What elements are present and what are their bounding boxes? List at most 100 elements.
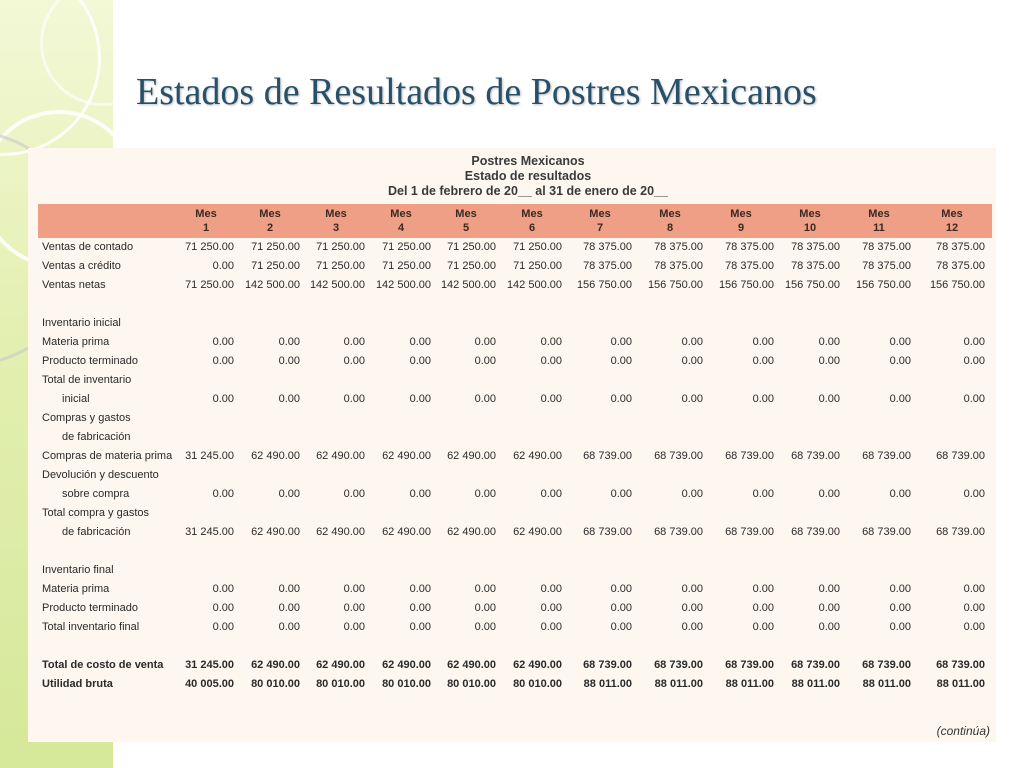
column-header-mes-3: Mes 3 bbox=[306, 207, 366, 235]
cell-value: 71 250.00 bbox=[251, 241, 300, 253]
table-row bbox=[28, 542, 996, 561]
cell-value: 31 245.00 bbox=[185, 526, 234, 538]
cell-value: 0.00 bbox=[681, 583, 703, 595]
cell-value: 68 739.00 bbox=[654, 526, 703, 538]
row-label: Devolución y descuento bbox=[42, 469, 159, 481]
cell-value: 78 375.00 bbox=[583, 260, 632, 272]
income-statement-document: Postres Mexicanos Estado de resultados D… bbox=[28, 148, 996, 742]
cell-value: 0.00 bbox=[474, 602, 496, 614]
cell-value: 62 490.00 bbox=[382, 450, 431, 462]
cell-value: 68 739.00 bbox=[654, 450, 703, 462]
column-header-mes-9: Mes 9 bbox=[711, 207, 771, 235]
cell-value: 156 750.00 bbox=[718, 279, 774, 291]
cell-value: 0.00 bbox=[963, 488, 985, 500]
cell-value: 0.00 bbox=[212, 355, 234, 367]
table-row: Total de costo de venta 31 245.00 62 490.0… bbox=[28, 656, 996, 675]
cell-value: 62 490.00 bbox=[513, 659, 562, 671]
cell-value: 71 250.00 bbox=[185, 279, 234, 291]
cell-value: 0.00 bbox=[409, 488, 431, 500]
cell-value: 68 739.00 bbox=[725, 526, 774, 538]
cell-value: 0.00 bbox=[752, 488, 774, 500]
cell-value: 0.00 bbox=[474, 621, 496, 633]
cell-value: 142 500.00 bbox=[440, 279, 496, 291]
cell-value: 68 739.00 bbox=[862, 526, 911, 538]
cell-value: 78 375.00 bbox=[583, 241, 632, 253]
row-label: Compras y gastos bbox=[42, 412, 131, 424]
table-row: Inventario final bbox=[28, 561, 996, 580]
column-header-top: Mes bbox=[941, 208, 963, 220]
continued-note: (continúa) bbox=[936, 724, 990, 738]
cell-value: 80 010.00 bbox=[447, 678, 496, 690]
row-label: Utilidad bruta bbox=[42, 678, 113, 690]
statement-period: Del 1 de febrero de 20__ al 31 de enero … bbox=[387, 184, 668, 198]
cell-value: 88 011.00 bbox=[725, 678, 774, 690]
cell-value: 0.00 bbox=[343, 488, 365, 500]
cell-value: 0.00 bbox=[752, 355, 774, 367]
cell-value: 71 250.00 bbox=[316, 241, 365, 253]
column-header-number: 8 bbox=[666, 222, 674, 234]
cell-value: 0.00 bbox=[540, 488, 562, 500]
table-row: Inventario inicial bbox=[28, 314, 996, 333]
cell-value: 0.00 bbox=[212, 336, 234, 348]
cell-value: 78 375.00 bbox=[725, 260, 774, 272]
cell-value: 62 490.00 bbox=[251, 659, 300, 671]
cell-value: 78 375.00 bbox=[725, 241, 774, 253]
cell-value: 0.00 bbox=[681, 393, 703, 405]
cell-value: 0.00 bbox=[212, 260, 234, 272]
column-header-number: 12 bbox=[945, 222, 959, 234]
cell-value: 0.00 bbox=[889, 583, 911, 595]
row-label: Ventas a crédito bbox=[42, 260, 121, 272]
table-header-band bbox=[38, 204, 992, 238]
cell-value: 0.00 bbox=[752, 583, 774, 595]
cell-value: 0.00 bbox=[889, 602, 911, 614]
column-header-top: Mes bbox=[325, 208, 347, 220]
cell-value: 68 739.00 bbox=[791, 526, 840, 538]
cell-value: 0.00 bbox=[278, 336, 300, 348]
cell-value: 0.00 bbox=[474, 336, 496, 348]
cell-value: 80 010.00 bbox=[251, 678, 300, 690]
cell-value: 62 490.00 bbox=[447, 526, 496, 538]
cell-value: 68 739.00 bbox=[725, 450, 774, 462]
row-label: Total de costo de venta bbox=[42, 659, 164, 671]
table-row bbox=[28, 637, 996, 656]
cell-value: 0.00 bbox=[681, 488, 703, 500]
cell-value: 0.00 bbox=[212, 602, 234, 614]
cell-value: 78 375.00 bbox=[791, 241, 840, 253]
cell-value: 0.00 bbox=[963, 336, 985, 348]
cell-value: 0.00 bbox=[212, 393, 234, 405]
row-label: Materia prima bbox=[42, 336, 110, 348]
table-row: Utilidad bruta 40 005.00 80 010.00 80 010.0… bbox=[28, 675, 996, 694]
cell-value: 62 490.00 bbox=[316, 526, 365, 538]
cell-value: 68 739.00 bbox=[583, 659, 632, 671]
column-header-mes-8: Mes 8 bbox=[640, 207, 700, 235]
cell-value: 71 250.00 bbox=[316, 260, 365, 272]
row-label: Compras de materia prima bbox=[42, 450, 173, 462]
cell-value: 62 490.00 bbox=[316, 450, 365, 462]
cell-value: 71 250.00 bbox=[382, 241, 431, 253]
cell-value: 62 490.00 bbox=[447, 659, 496, 671]
cell-value: 0.00 bbox=[343, 602, 365, 614]
cell-value: 0.00 bbox=[212, 488, 234, 500]
column-header-top: Mes bbox=[868, 208, 890, 220]
cell-value: 0.00 bbox=[610, 336, 632, 348]
row-label: Inventario final bbox=[42, 564, 114, 576]
column-header-top: Mes bbox=[799, 208, 821, 220]
column-header-number: 5 bbox=[462, 222, 470, 234]
cell-value: 78 375.00 bbox=[862, 260, 911, 272]
row-label: Producto terminado bbox=[42, 602, 138, 614]
cell-value: 0.00 bbox=[278, 621, 300, 633]
row-label: Total compra y gastos bbox=[42, 507, 149, 519]
row-label: sobre compra bbox=[62, 488, 130, 500]
cell-value: 78 375.00 bbox=[654, 260, 703, 272]
cell-value: 0.00 bbox=[278, 583, 300, 595]
cell-value: 0.00 bbox=[963, 393, 985, 405]
cell-value: 0.00 bbox=[278, 602, 300, 614]
column-header-number: 3 bbox=[332, 222, 340, 234]
cell-value: 68 739.00 bbox=[654, 659, 703, 671]
cell-value: 156 750.00 bbox=[647, 279, 703, 291]
cell-value: 0.00 bbox=[540, 602, 562, 614]
cell-value: 0.00 bbox=[409, 602, 431, 614]
cell-value: 142 500.00 bbox=[309, 279, 365, 291]
row-label: Inventario inicial bbox=[42, 317, 121, 329]
cell-value: 88 011.00 bbox=[936, 678, 985, 690]
